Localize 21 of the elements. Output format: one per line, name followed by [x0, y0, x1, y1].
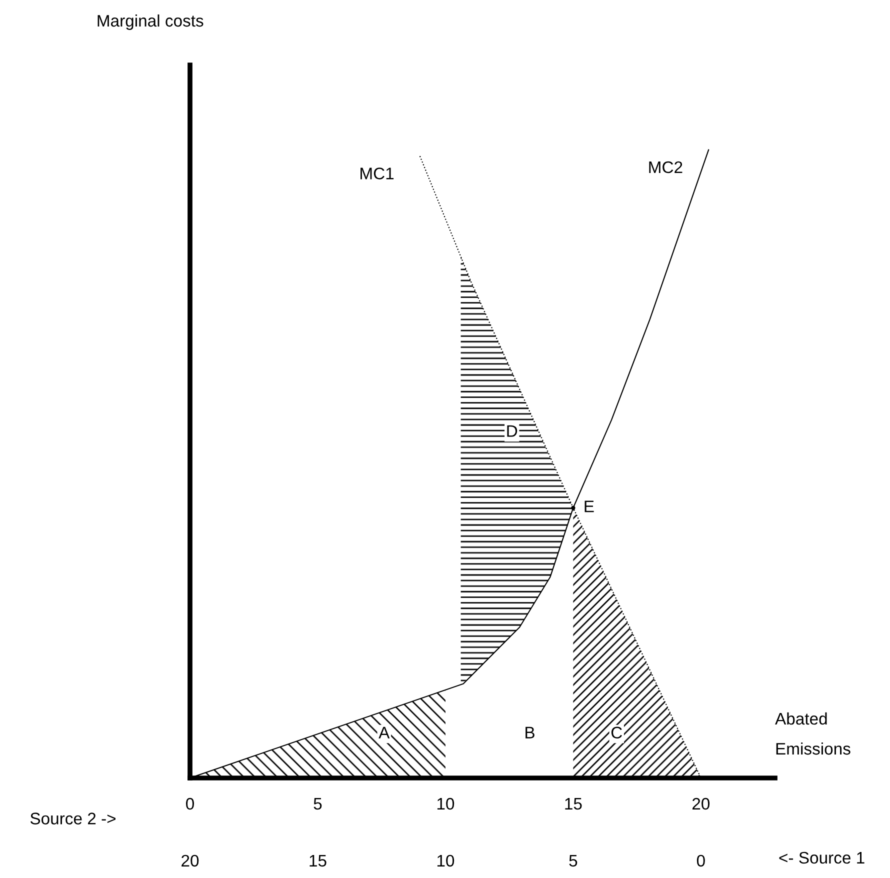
x-tick-label: 15 — [565, 798, 582, 810]
series-label: MC1 — [360, 168, 394, 180]
x2-tick-label: 0 — [696, 854, 705, 867]
x-tick-label: 0 — [186, 798, 194, 810]
x2-tick-label: 15 — [310, 855, 326, 867]
series-label: MC2 — [649, 161, 682, 174]
annotation: E — [584, 500, 594, 512]
x2-tick-label: 10 — [437, 854, 454, 867]
text: Marginal costs — [98, 14, 204, 30]
x2-tick-label: 5 — [569, 855, 578, 867]
text: Abated Emissions — [775, 712, 850, 755]
annotation: B — [526, 726, 534, 738]
annotation: C — [611, 726, 622, 738]
annotation: D — [507, 425, 518, 437]
x2-tick-label: 20 — [182, 854, 199, 867]
x-tick-label: 20 — [692, 798, 710, 810]
x2-axis-title: <- Source 1 — [779, 852, 864, 864]
annotation: A — [378, 726, 390, 738]
x-tick-label: 10 — [437, 798, 454, 810]
x-axis-title: Source 2 -> — [30, 812, 116, 824]
x-tick-label: 5 — [314, 798, 322, 810]
